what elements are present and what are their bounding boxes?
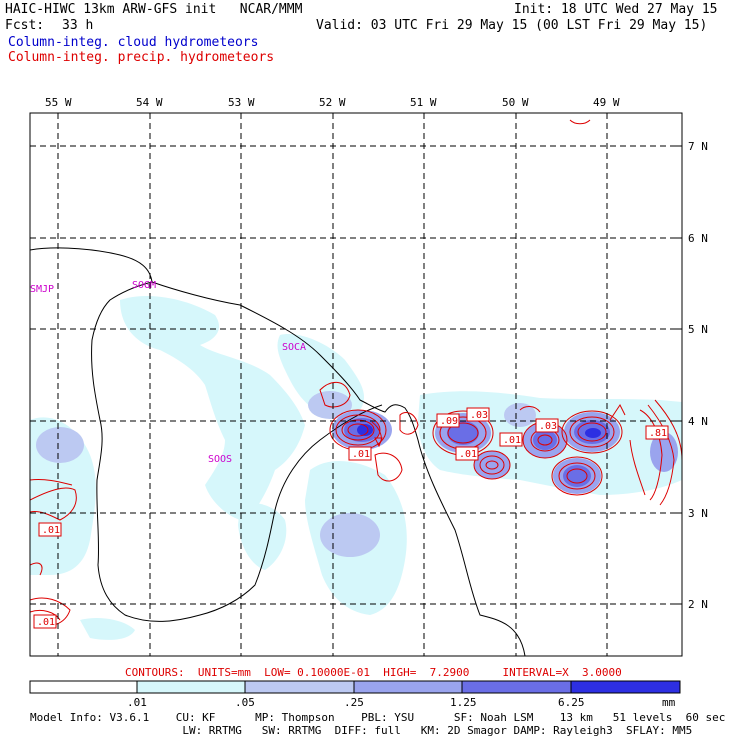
lon-label: 52 W <box>319 96 346 109</box>
station-label: SOCA <box>282 342 306 353</box>
valid-time: Valid: 03 UTC Fri 29 May 15 (00 LST Fri … <box>316 18 708 33</box>
cloud-field-label: Column-integ. cloud hydrometeors <box>8 35 259 50</box>
precip-value-label: .01 <box>503 435 521 446</box>
colorbar-tick-label: .25 <box>344 696 364 709</box>
forecast-hour: 33 h <box>62 18 94 33</box>
precip-value-labels: .01 .09 .03 .01 .01 .03 .81 .01 .01 <box>33 407 669 629</box>
precip-contours <box>30 119 682 627</box>
cloud-shade-strong <box>474 451 510 479</box>
border-path <box>91 281 383 622</box>
lon-label: 51 W <box>410 96 437 109</box>
station-label: SOGM <box>132 280 156 291</box>
cloud-shade-light <box>238 503 287 570</box>
lat-labels: 7 N 6 N 5 N 4 N 3 N 2 N <box>688 140 708 611</box>
lat-label: 6 N <box>688 232 708 245</box>
lat-label: 4 N <box>688 415 708 428</box>
lon-label: 55 W <box>45 96 72 109</box>
contour-info: CONTOURS: UNITS=mm LOW= 0.10000E-01 HIGH… <box>125 666 622 679</box>
colorbar-units: mm <box>662 696 676 709</box>
precip-value-label: .01 <box>37 617 55 628</box>
cloud-shade-medium <box>36 427 84 463</box>
lon-labels: 55 W 54 W 53 W 52 W 51 W 50 W 49 W <box>45 96 620 109</box>
cloud-shade-light <box>120 295 305 520</box>
station-label: SMJP <box>30 284 54 295</box>
precip-field-label: Column-integ. precip. hydrometeors <box>8 50 275 65</box>
cloud-shade-strong <box>650 432 678 472</box>
cloud-shade-light <box>80 618 135 640</box>
colorbar-labels: .01 .05 .25 1.25 6.25 mm <box>127 696 676 709</box>
station-label: SOOS <box>208 454 232 465</box>
cloud-shade-max <box>357 424 373 436</box>
precip-value-label: .01 <box>352 449 370 460</box>
coastline <box>30 247 526 656</box>
precip-value-label: .01 <box>42 525 60 536</box>
cloud-shade-deep <box>533 430 557 450</box>
map-frame <box>29 112 683 657</box>
lon-label: 54 W <box>136 96 163 109</box>
axis-ticks <box>57 113 682 605</box>
cloud-shade-max <box>585 428 601 438</box>
init-time: Init: 18 UTC Wed 27 May 15 <box>514 2 718 17</box>
lon-label: 49 W <box>593 96 620 109</box>
model-info-line2: LW: RRTMG SW: RRTMG DIFF: full KM: 2D Sm… <box>30 724 693 737</box>
forecast-label: Fcst: <box>5 18 45 33</box>
lat-label: 5 N <box>688 323 708 336</box>
lat-label: 7 N <box>688 140 708 153</box>
coastline-path <box>30 247 526 656</box>
precip-value-label: .03 <box>539 421 557 432</box>
lat-label: 3 N <box>688 507 708 520</box>
lon-label: 50 W <box>502 96 529 109</box>
model-info-line1: Model Info: V3.6.1 CU: KF MP: Thompson P… <box>30 711 726 724</box>
colorbar-tick-label: .05 <box>235 696 255 709</box>
cloud-shade-medium <box>320 513 380 557</box>
colorbar-tick-label: .01 <box>127 696 147 709</box>
precip-value-label: .81 <box>649 428 667 439</box>
lat-lon-grid <box>30 113 682 656</box>
precip-value-label: .01 <box>459 449 477 460</box>
colorbar-tick-label: 6.25 <box>558 696 585 709</box>
plot-title: HAIC-HIWC 13km ARW-GFS init NCAR/MMM <box>5 2 303 17</box>
lon-label: 53 W <box>228 96 255 109</box>
precip-value-label: .03 <box>470 410 488 421</box>
colorbar-tick-label: 1.25 <box>450 696 477 709</box>
cloud-shading <box>30 295 682 640</box>
cloud-shade-medium <box>308 391 352 419</box>
precip-value-label: .09 <box>440 416 458 427</box>
lat-label: 2 N <box>688 598 708 611</box>
station-labels: SMJP SOGM SOCA SOOS <box>30 280 306 465</box>
colorbar <box>29 680 681 694</box>
cloud-shade-light <box>155 317 178 333</box>
